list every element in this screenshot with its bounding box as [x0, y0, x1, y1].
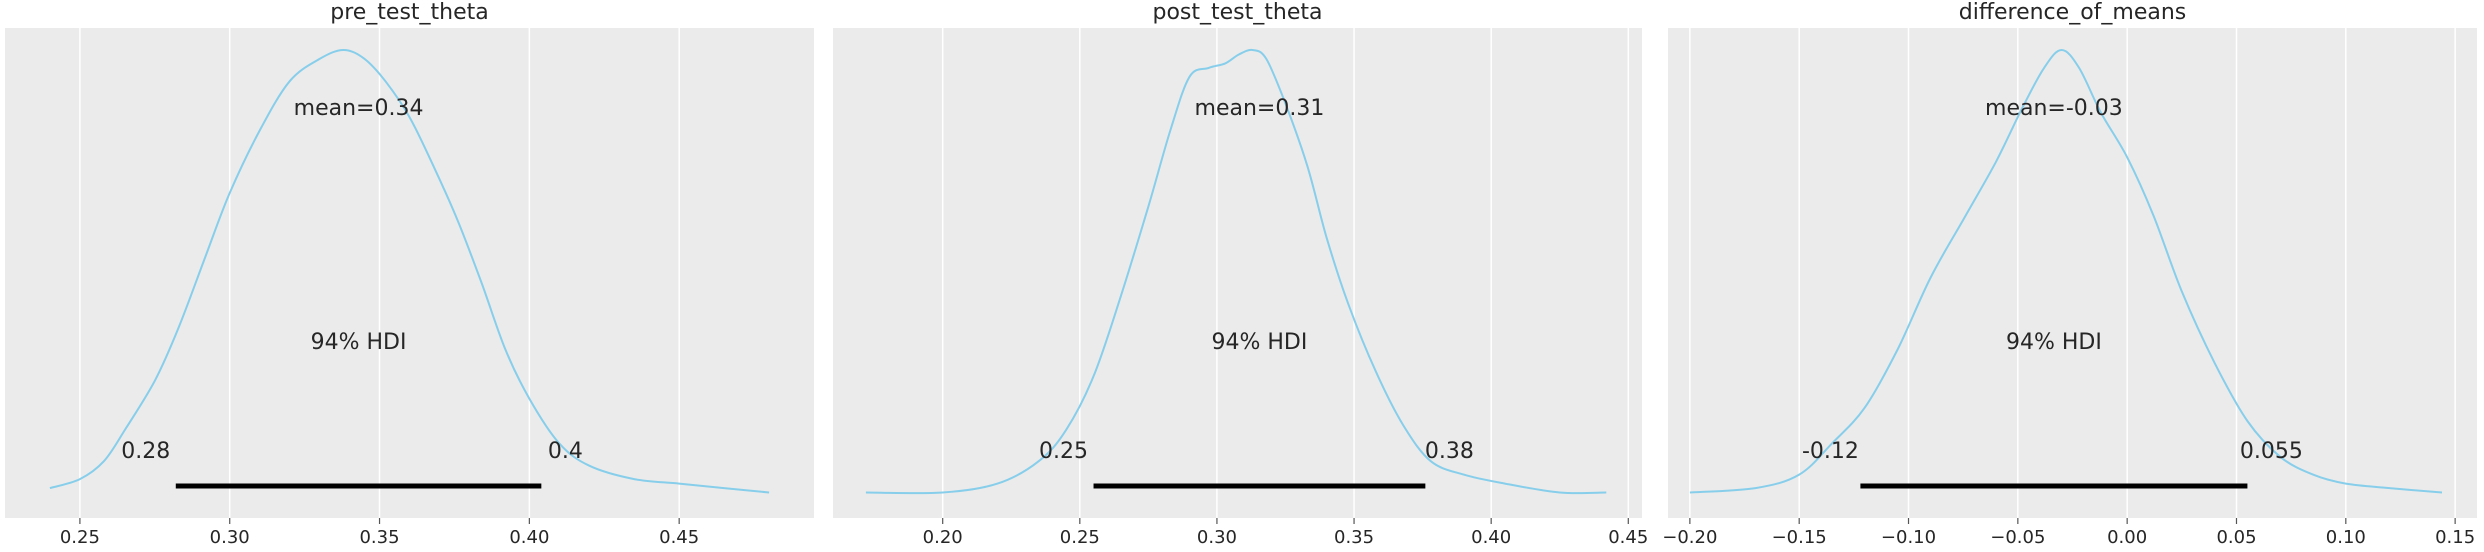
x-tick-label: 0.35	[1334, 527, 1374, 548]
x-tick-label: 0.35	[359, 527, 399, 548]
panel-title: pre_test_theta	[330, 0, 489, 25]
x-tick-label: −0.10	[1881, 527, 1936, 548]
hdi-label: 94% HDI	[311, 330, 407, 355]
x-tick-label: 0.30	[210, 527, 250, 548]
panel-2: 0.20 0.25 0.30 0.35 0.40 0.45 mean=0.31 94% HDI…	[833, 0, 1648, 548]
x-tick-label: −0.05	[1990, 527, 2045, 548]
x-tick-label: 0.45	[1608, 527, 1648, 548]
density-curve	[49, 48, 770, 494]
x-tick-label: −0.20	[1662, 527, 1717, 548]
mean-label: mean=0.31	[1195, 96, 1325, 121]
x-tick-label: 0.25	[1060, 527, 1100, 548]
x-tick-label: −0.15	[1772, 527, 1827, 548]
panel-1: 0.25 0.30 0.35 0.40 0.45 mean=0.34 94% HDI 0.28…	[5, 0, 814, 548]
mean-label: mean=0.34	[294, 96, 424, 121]
x-tick-label: 0.10	[2326, 527, 2366, 548]
density-curve	[865, 48, 1607, 495]
x-tick-label: 0.20	[923, 527, 963, 548]
x-tick-label: 0.05	[2216, 527, 2256, 548]
x-tick-label: 0.40	[509, 527, 549, 548]
density-curve	[1689, 48, 2443, 494]
x-tick-label: 0.15	[2435, 527, 2475, 548]
plot-background	[1668, 28, 2477, 518]
hdi-low-label: 0.25	[1039, 439, 1088, 464]
panel-title: difference_of_means	[1959, 0, 2187, 25]
hdi-label: 94% HDI	[2006, 330, 2102, 355]
hdi-high-label: 0.055	[2240, 439, 2303, 464]
panel-title: post_test_theta	[1153, 0, 1323, 25]
hdi-label: 94% HDI	[1212, 330, 1308, 355]
mean-label: mean=-0.03	[1985, 96, 2123, 121]
plot-background	[833, 28, 1642, 518]
x-tick-label: 0.30	[1197, 527, 1237, 548]
hdi-high-label: 0.4	[548, 439, 583, 464]
hdi-low-label: 0.28	[121, 439, 170, 464]
panel-3: −0.20 −0.15 −0.10 −0.05 0.00 0.05 0.10 0.15 mean…	[1662, 0, 2477, 548]
hdi-high-label: 0.38	[1425, 439, 1474, 464]
x-tick-label: 0.25	[60, 527, 100, 548]
x-tick-label: 0.00	[2107, 527, 2147, 548]
x-tick-label: 0.45	[659, 527, 699, 548]
x-tick-label: 0.40	[1471, 527, 1511, 548]
hdi-low-label: -0.12	[1802, 439, 1859, 464]
